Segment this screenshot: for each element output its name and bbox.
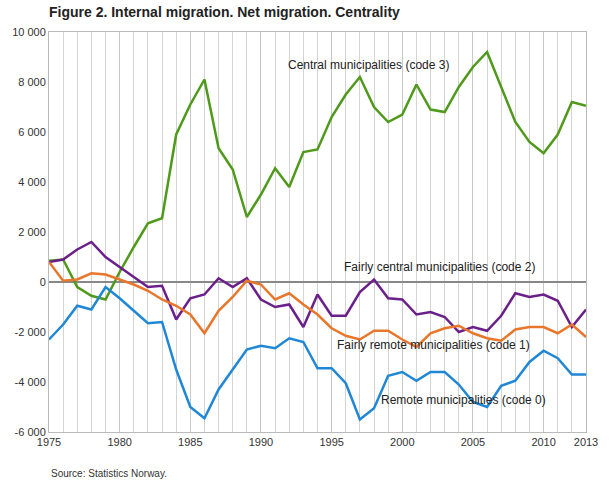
svg-text:Central municipalities (code 3: Central municipalities (code 3) xyxy=(288,58,449,72)
svg-text:2013: 2013 xyxy=(574,436,598,448)
svg-text:6 000: 6 000 xyxy=(18,126,46,138)
svg-text:1975: 1975 xyxy=(37,436,61,448)
svg-text:Source: Statistics Norway.: Source: Statistics Norway. xyxy=(51,468,167,479)
svg-text:0: 0 xyxy=(40,276,46,288)
svg-text:-6 000: -6 000 xyxy=(15,426,46,438)
svg-text:2 000: 2 000 xyxy=(18,226,46,238)
svg-text:10 000: 10 000 xyxy=(12,26,46,38)
svg-text:-4 000: -4 000 xyxy=(15,376,46,388)
svg-text:1985: 1985 xyxy=(178,436,202,448)
svg-text:-2 000: -2 000 xyxy=(15,326,46,338)
svg-text:Figure 2. Internal migration.: Figure 2. Internal migration. Net migrat… xyxy=(49,4,400,20)
svg-text:8 000: 8 000 xyxy=(18,76,46,88)
svg-text:Fairly remote municipalities (: Fairly remote municipalities (code 1) xyxy=(337,338,530,352)
svg-text:2000: 2000 xyxy=(390,436,414,448)
svg-text:Fairly central municipalities: Fairly central municipalities (code 2) xyxy=(344,260,535,274)
svg-text:Remote municipalities (code 0): Remote municipalities (code 0) xyxy=(381,393,546,407)
svg-text:2005: 2005 xyxy=(461,436,485,448)
svg-text:1990: 1990 xyxy=(249,436,273,448)
svg-text:2010: 2010 xyxy=(531,436,555,448)
svg-text:1995: 1995 xyxy=(319,436,343,448)
svg-text:4 000: 4 000 xyxy=(18,176,46,188)
svg-text:1980: 1980 xyxy=(107,436,131,448)
